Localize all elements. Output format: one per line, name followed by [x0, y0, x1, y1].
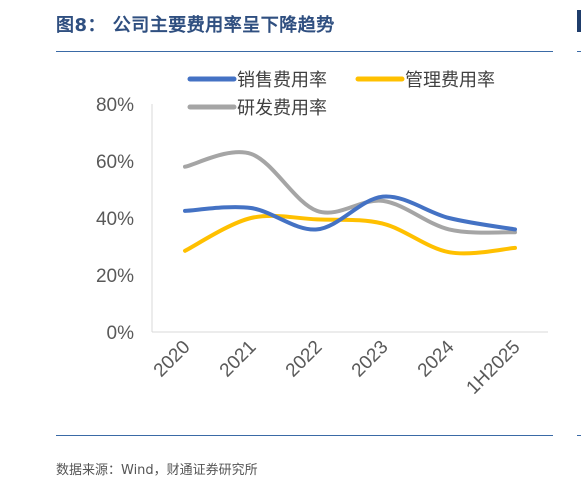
bottom-rule-edge — [577, 435, 581, 436]
y-tick-label: 60% — [96, 152, 134, 173]
legend-label: 销售费用率 — [237, 70, 327, 91]
top-rule-edge — [577, 51, 581, 52]
source-note: 数据来源：Wind，财通证券研究所 — [56, 463, 258, 478]
adjacent-panel-edge — [577, 10, 581, 32]
figure-title: 图8： 公司主要费用率呈下降趋势 — [56, 15, 335, 36]
x-tick-label: 1H2025 — [463, 337, 525, 399]
legend-label: 研发费用率 — [237, 98, 327, 119]
x-tick-label: 2022 — [282, 337, 327, 382]
series-lines — [183, 150, 517, 256]
legend-label: 管理费用率 — [405, 70, 495, 91]
y-tick-label: 20% — [96, 266, 134, 287]
x-tick-labels: 2020 2021 2022 2023 2024 1H2025 — [150, 336, 525, 398]
x-tick-label: 2023 — [348, 337, 393, 382]
series-line-1 — [183, 194, 517, 232]
y-tick-label: 40% — [96, 209, 134, 230]
x-tick-label: 2020 — [150, 337, 195, 382]
bottom-rule — [56, 435, 553, 436]
y-tick-labels: 0% 20% 40% 60% 80% — [96, 95, 134, 344]
x-tick-label: 2021 — [216, 337, 261, 382]
x-tick-label: 2024 — [414, 336, 459, 381]
y-tick-label: 0% — [107, 323, 135, 344]
series-line-3 — [183, 150, 517, 235]
y-tick-label: 80% — [96, 95, 134, 116]
top-rule — [56, 51, 553, 52]
series-line-2 — [183, 213, 517, 256]
